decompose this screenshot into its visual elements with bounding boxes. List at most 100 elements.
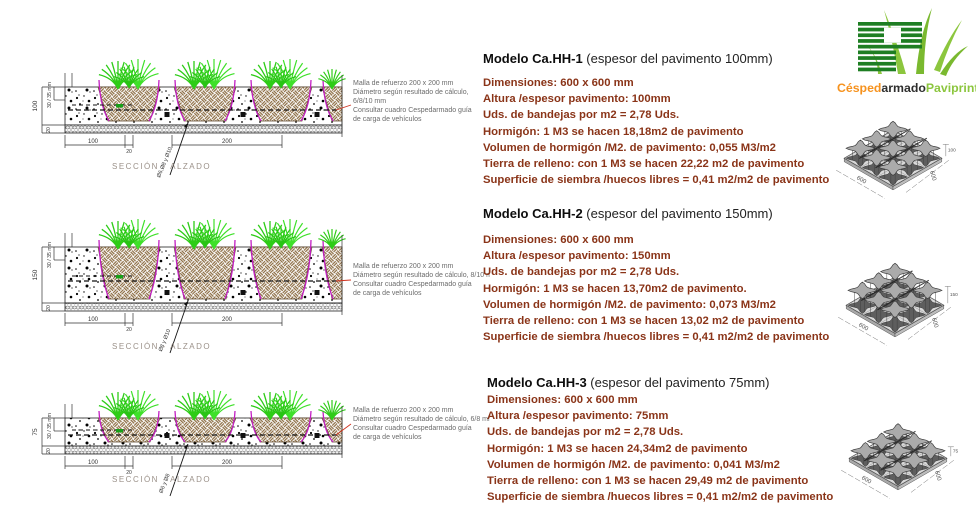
reinforcement-line	[322, 239, 334, 300]
grass-tuft-icon	[265, 397, 297, 420]
dim-label-20: 20	[126, 149, 132, 155]
annotation-text: Malla de refuerzo 200 x 200 mm Diámetro s…	[353, 80, 472, 123]
grass-tuft-icon	[189, 66, 221, 89]
iso-dim-width: 600	[857, 322, 869, 333]
dim-label-base: 20	[46, 305, 52, 311]
mesh-marker	[116, 104, 123, 108]
arrowhead-icon	[184, 301, 188, 306]
reinforcement-line	[250, 79, 262, 122]
section-drawing-1: 100 30 / 35 mm 20 100 20 200 Ø6,Ø8 y Ø10 SECCI…	[20, 40, 490, 195]
dim-label-100: 100	[88, 139, 99, 145]
paver-top	[877, 120, 909, 139]
paver-top	[879, 300, 911, 318]
bottom-dimension	[64, 313, 283, 326]
reinforcement-line	[224, 410, 236, 443]
grass-blade-icon	[940, 46, 968, 76]
spec-block-1: Modelo Ca.HH-1 (espesor del pavimento 10…	[483, 51, 835, 188]
grass-tuft-icon	[318, 229, 346, 250]
annotation-text: Malla de refuerzo 200 x 200 mm Diámetro s…	[353, 263, 490, 297]
paver-top	[850, 442, 881, 460]
dim-line	[841, 469, 891, 499]
joint-line	[860, 270, 913, 301]
spec-lines: Dimensiones: 600 x 600 mm Altura /espesor…	[483, 232, 835, 345]
spec-line: Tierra de relleno: con 1 M3 se hacen 29,…	[487, 475, 809, 488]
diag-leader	[169, 300, 189, 354]
dim-label-total: 75	[32, 428, 39, 436]
spec-line: Hormigón: 1 M3 se hacen 18,18m2 de pavim…	[483, 125, 744, 138]
dim-label-total: 150	[32, 269, 39, 280]
paver-top	[882, 460, 914, 479]
earth-block	[173, 417, 237, 443]
spec-line: Dimensiones: 600 x 600 mm	[487, 394, 638, 406]
annotation-text: Malla de refuerzo 200 x 200 mm Diámetro s…	[353, 407, 490, 441]
grass-tuft-icon	[318, 69, 346, 90]
iso-dim-height: 100	[948, 147, 956, 153]
dim-label-upper: 30 / 35 mm	[47, 413, 53, 439]
dimension-lines	[41, 73, 343, 137]
earth-block	[173, 86, 237, 122]
reinforcement-line	[224, 239, 236, 300]
earth-block	[249, 246, 313, 300]
gravel-base	[64, 445, 343, 455]
iso-dim-height: 75	[953, 448, 959, 454]
dim-line	[910, 460, 954, 493]
reinforcement-line	[250, 239, 262, 300]
reinforcement-line	[148, 239, 160, 300]
iso-dim-depth: 600	[930, 317, 939, 329]
mesh-node	[164, 290, 170, 295]
earth-block	[97, 246, 161, 300]
grass-tuft-icon	[265, 66, 297, 89]
mesh-marker	[116, 429, 123, 433]
iso-tray-svg: 600 600 150	[838, 262, 958, 346]
red-leader-line	[335, 104, 352, 111]
paver-top	[882, 423, 914, 441]
joint-line	[880, 440, 933, 471]
iso-dim-depth: 600	[933, 470, 942, 482]
spec-line: Superficie de siembra /huecos libres = 0…	[483, 174, 830, 187]
grass-tuft-icon	[189, 397, 221, 420]
model-subtitle: (espesor del pavimento 75mm)	[590, 375, 770, 390]
brand-logo: CéspedarmadoPaviprint®	[836, 8, 976, 100]
iso-dim-depth: 600	[928, 170, 937, 182]
earth-block	[249, 86, 313, 122]
joint-line	[877, 279, 930, 311]
model-title: Modelo Ca.HH-1 (espesor del pavimento 10…	[483, 51, 835, 66]
logo-stripe	[858, 44, 922, 49]
paver-top	[894, 149, 925, 167]
spec-line: Altura /espesor pavimento: 150mm	[483, 250, 671, 263]
mesh-node	[314, 290, 320, 295]
logo-stripe	[858, 22, 922, 26]
model-subtitle: (espesor del pavimento 150mm)	[586, 206, 773, 221]
logo-stripe	[858, 61, 896, 66]
iso-dim-height: 150	[950, 292, 958, 298]
mesh-node	[314, 112, 320, 117]
joint-line	[858, 128, 911, 159]
earth-block	[97, 86, 161, 122]
red-leader-line	[335, 423, 352, 436]
mesh-node	[164, 112, 170, 117]
paver-top	[882, 442, 914, 460]
paver-top	[910, 139, 941, 158]
spec-line: Volumen de hormigón /M2. de pavimento: 0…	[483, 141, 776, 154]
reinforcement-line	[174, 79, 186, 122]
grass-tuft-icon	[318, 400, 346, 421]
earth-block	[249, 417, 313, 443]
paver-top	[915, 442, 946, 460]
spec-line: Superficie de siembra /huecos libres = 0…	[487, 491, 834, 504]
paver-top	[894, 130, 925, 148]
model-name: Modelo Ca.HH-2	[483, 206, 583, 221]
wordmark-paviprint: Paviprint	[926, 81, 976, 95]
reinforcement-line	[98, 410, 110, 443]
red-leader-line	[335, 279, 352, 282]
iso-tray-svg: 600 600 75	[841, 423, 959, 499]
spec-lines: Dimensiones: 600 x 600 mm Altura /espesor…	[483, 75, 835, 188]
dim-label-total: 100	[32, 100, 39, 111]
spec-line: Tierra de relleno: con 1 M3 se hacen 13,…	[483, 315, 805, 328]
paver-top	[899, 432, 930, 451]
reinforcement-line	[224, 79, 236, 122]
reinforcement-line	[98, 239, 110, 300]
mesh-node	[240, 433, 246, 438]
dim-label-100: 100	[88, 317, 99, 323]
